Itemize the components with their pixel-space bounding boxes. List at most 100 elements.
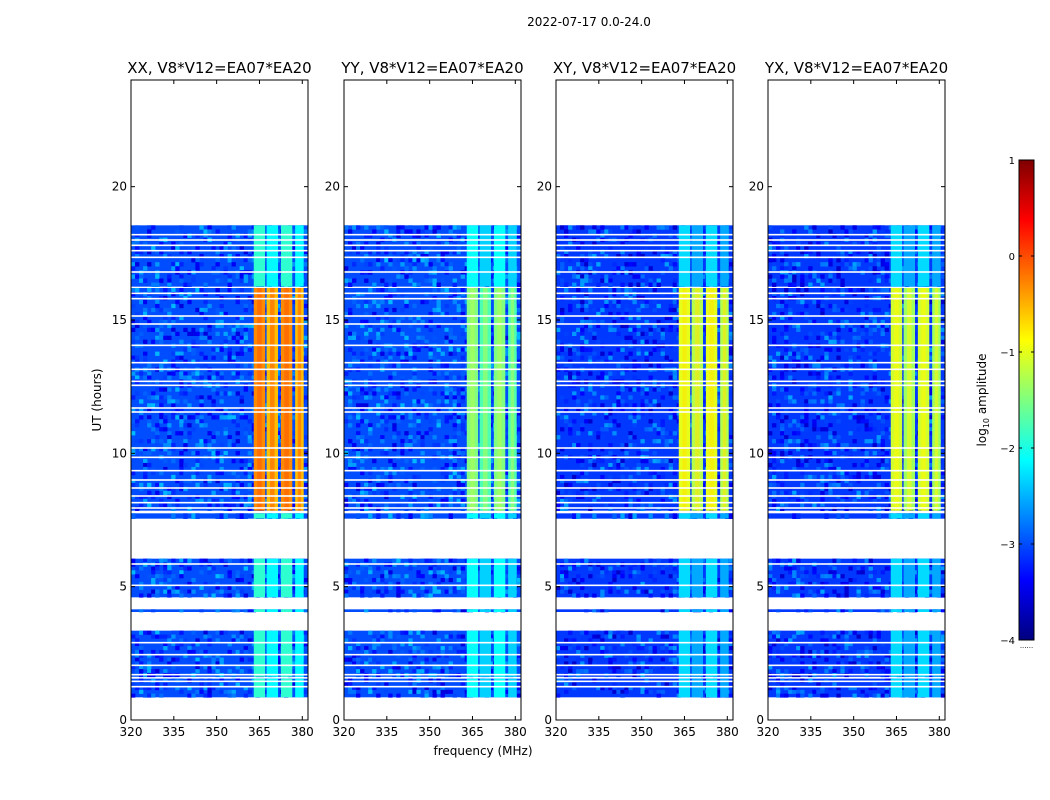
noise-cell: [628, 387, 633, 392]
noise-cell: [460, 319, 465, 325]
noise-cell: [235, 451, 240, 456]
noise-cell: [356, 689, 361, 694]
noise-cell: [143, 355, 148, 360]
noise-cell: [356, 451, 361, 456]
noise-cell: [167, 638, 172, 643]
noise-cell: [243, 478, 248, 484]
noise-cell: [588, 327, 593, 333]
noise-cell: [380, 415, 385, 420]
noise-cell: [596, 339, 601, 344]
noise-cell: [352, 335, 357, 340]
noise-cell: [644, 653, 649, 658]
noise-cell: [384, 249, 389, 255]
flag-line: [131, 495, 308, 497]
noise-cell: [291, 649, 297, 655]
noise-cell: [191, 327, 196, 333]
noise-cell: [195, 689, 200, 694]
noise-cell: [191, 245, 196, 251]
noise-cell: [183, 589, 188, 594]
noise-cell: [231, 415, 236, 420]
noise-cell: [568, 266, 573, 271]
noise-cell: [672, 566, 677, 571]
noise-cell: [151, 395, 156, 400]
rfi-band: [266, 609, 279, 612]
noise-cell: [568, 375, 573, 380]
noise-cell: [588, 407, 593, 412]
noise-cell: [416, 307, 421, 313]
rfi-band: [678, 630, 691, 677]
rfi-band: [508, 630, 517, 677]
noise-cell: [147, 371, 152, 376]
noise-cell: [592, 391, 597, 396]
noise-cell: [344, 482, 349, 488]
noise-cell: [147, 319, 152, 325]
noise-cell: [372, 558, 377, 563]
noise-cell: [452, 225, 457, 230]
noise-cell: [612, 431, 617, 436]
noise-cell: [660, 419, 665, 424]
noise-cell: [291, 589, 297, 594]
noise-cell: [219, 347, 224, 352]
noise-cell: [352, 299, 357, 305]
noise-cell: [660, 225, 665, 230]
noise-cell: [644, 399, 649, 404]
noise-cell: [412, 657, 417, 662]
noise-cell: [376, 423, 381, 428]
noise-cell: [564, 282, 569, 287]
noise-cell: [628, 482, 633, 488]
noise-cell: [175, 478, 180, 484]
noise-cell: [179, 451, 184, 456]
noise-cell: [448, 570, 453, 575]
noise-cell: [460, 371, 465, 376]
noise-cell: [163, 419, 168, 424]
noise-cell: [628, 574, 633, 579]
noise-cell: [352, 331, 357, 337]
noise-cell: [376, 566, 381, 571]
noise-cell: [392, 307, 397, 313]
noise-cell: [664, 642, 669, 647]
flag-line: [556, 601, 733, 604]
noise-cell: [592, 351, 597, 356]
noise-cell: [688, 249, 694, 255]
noise-cell: [408, 630, 413, 635]
noise-cell: [636, 646, 641, 651]
noise-cell: [608, 585, 613, 590]
noise-cell: [396, 347, 401, 352]
noise-cell: [456, 585, 461, 590]
noise-cell: [624, 447, 629, 452]
noise-cell: [171, 486, 176, 492]
noise-cell: [436, 657, 441, 662]
noise-cell: [404, 249, 409, 255]
noise-cell: [291, 490, 297, 496]
noise-cell: [239, 589, 244, 594]
noise-cell: [456, 498, 461, 504]
noise-cell: [291, 502, 297, 507]
noise-cell: [632, 363, 637, 368]
noise-cell: [227, 355, 232, 360]
noise-cell: [303, 490, 308, 496]
noise-cell: [580, 558, 585, 563]
noise-cell: [368, 355, 373, 360]
noise-cell: [147, 462, 152, 468]
noise-cell: [215, 415, 220, 420]
noise-cell: [356, 585, 361, 590]
noise-cell: [640, 589, 645, 594]
noise-cell: [360, 419, 365, 424]
noise-cell: [604, 299, 609, 305]
noise-cell: [408, 649, 413, 655]
noise-cell: [516, 327, 521, 333]
noise-cell: [195, 669, 200, 674]
noise-cell: [392, 249, 397, 255]
noise-cell: [616, 630, 621, 635]
noise-cell: [608, 589, 613, 594]
noise-cell: [360, 407, 365, 412]
noise-cell: [612, 574, 617, 579]
noise-cell: [576, 490, 581, 496]
noise-cell: [223, 451, 228, 456]
noise-cell: [131, 407, 136, 412]
noise-cell: [247, 451, 252, 456]
noise-cell: [215, 653, 220, 658]
noise-cell: [572, 470, 577, 476]
noise-cell: [376, 347, 381, 352]
